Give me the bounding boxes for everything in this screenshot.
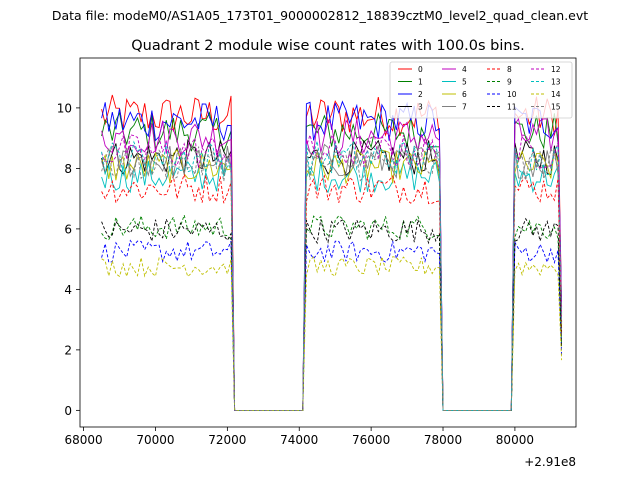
plot-frame [79,57,577,428]
y-tick-label: 0 [64,404,72,418]
y-tick-label: 6 [64,222,72,236]
legend-label-7: 7 [462,103,467,112]
legend-label-2: 2 [418,90,423,99]
legend-label-10: 10 [507,90,517,99]
legend-frame [389,61,573,119]
x-tick-label: 76000 [352,433,390,447]
x-tick-label: 80000 [496,433,534,447]
y-tick-label: 8 [64,162,72,176]
series-line-12 [101,133,563,411]
legend-label-15: 15 [551,103,561,112]
legend-label-5: 5 [462,78,467,87]
legend-label-8: 8 [507,65,512,74]
x-axis: 68000 70000 72000 74000 76000 78000 80000 [65,427,534,447]
legend-label-11: 11 [507,103,517,112]
x-tick-label: 78000 [424,433,462,447]
x-tick-label: 72000 [208,433,246,447]
y-tick-label: 10 [57,101,72,115]
series-line-13 [101,140,563,411]
y-tick-label: 2 [64,343,72,357]
legend-label-9: 9 [507,78,512,87]
legend-label-13: 13 [551,78,561,87]
x-tick-label: 74000 [280,433,318,447]
legend-label-12: 12 [551,65,561,74]
legend-label-4: 4 [462,65,467,74]
x-offset-label: +2.91e8 [524,455,576,469]
x-tick-label: 68000 [65,433,103,447]
legend-label-14: 14 [551,90,561,99]
series-line-15 [101,146,563,411]
series-line-9 [101,213,563,411]
chart-title: Quadrant 2 module wise count rates with … [131,38,525,54]
series-line-8 [101,173,563,411]
series-line-11 [101,217,563,411]
y-axis: 0 2 4 6 8 10 [57,101,80,418]
data-file-caption: Data file: modeM0/AS1A05_173T01_90000028… [52,8,588,23]
legend-label-1: 1 [418,78,423,87]
x-tick-label: 70000 [136,433,174,447]
legend-label-0: 0 [418,65,423,74]
legend-label-3: 3 [418,103,423,112]
legend-label-6: 6 [462,90,467,99]
y-tick-label: 4 [64,283,72,297]
series-layer [101,94,563,411]
